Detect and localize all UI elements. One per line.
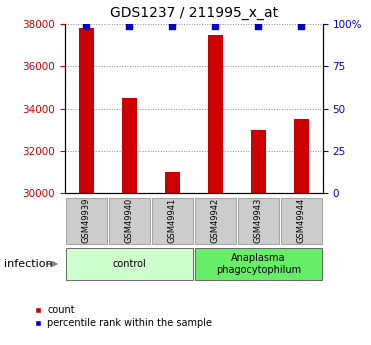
Text: control: control <box>112 259 146 269</box>
Text: GSM49944: GSM49944 <box>297 198 306 244</box>
Text: Anaplasma
phagocytophilum: Anaplasma phagocytophilum <box>216 253 301 275</box>
Bar <box>79 28 94 193</box>
Point <box>212 23 218 29</box>
Title: GDS1237 / 211995_x_at: GDS1237 / 211995_x_at <box>110 6 278 20</box>
Bar <box>122 98 137 193</box>
Bar <box>237 198 279 244</box>
Text: GSM49943: GSM49943 <box>254 198 263 244</box>
Point <box>298 23 304 29</box>
Point <box>127 23 132 29</box>
Text: GSM49939: GSM49939 <box>82 198 91 244</box>
Bar <box>294 119 309 193</box>
Text: GSM49942: GSM49942 <box>211 198 220 244</box>
Bar <box>109 198 150 244</box>
Text: infection: infection <box>4 259 52 269</box>
Bar <box>208 35 223 193</box>
Bar <box>195 248 322 280</box>
Point <box>83 23 89 29</box>
Bar <box>165 172 180 193</box>
Bar <box>251 130 266 193</box>
Text: GSM49940: GSM49940 <box>125 198 134 244</box>
Bar <box>195 198 236 244</box>
Bar <box>66 198 107 244</box>
Point <box>170 23 175 29</box>
Text: GSM49941: GSM49941 <box>168 198 177 244</box>
Bar <box>280 198 322 244</box>
Legend: count, percentile rank within the sample: count, percentile rank within the sample <box>35 305 212 328</box>
Bar <box>66 248 193 280</box>
Point <box>255 23 261 29</box>
Bar <box>152 198 193 244</box>
